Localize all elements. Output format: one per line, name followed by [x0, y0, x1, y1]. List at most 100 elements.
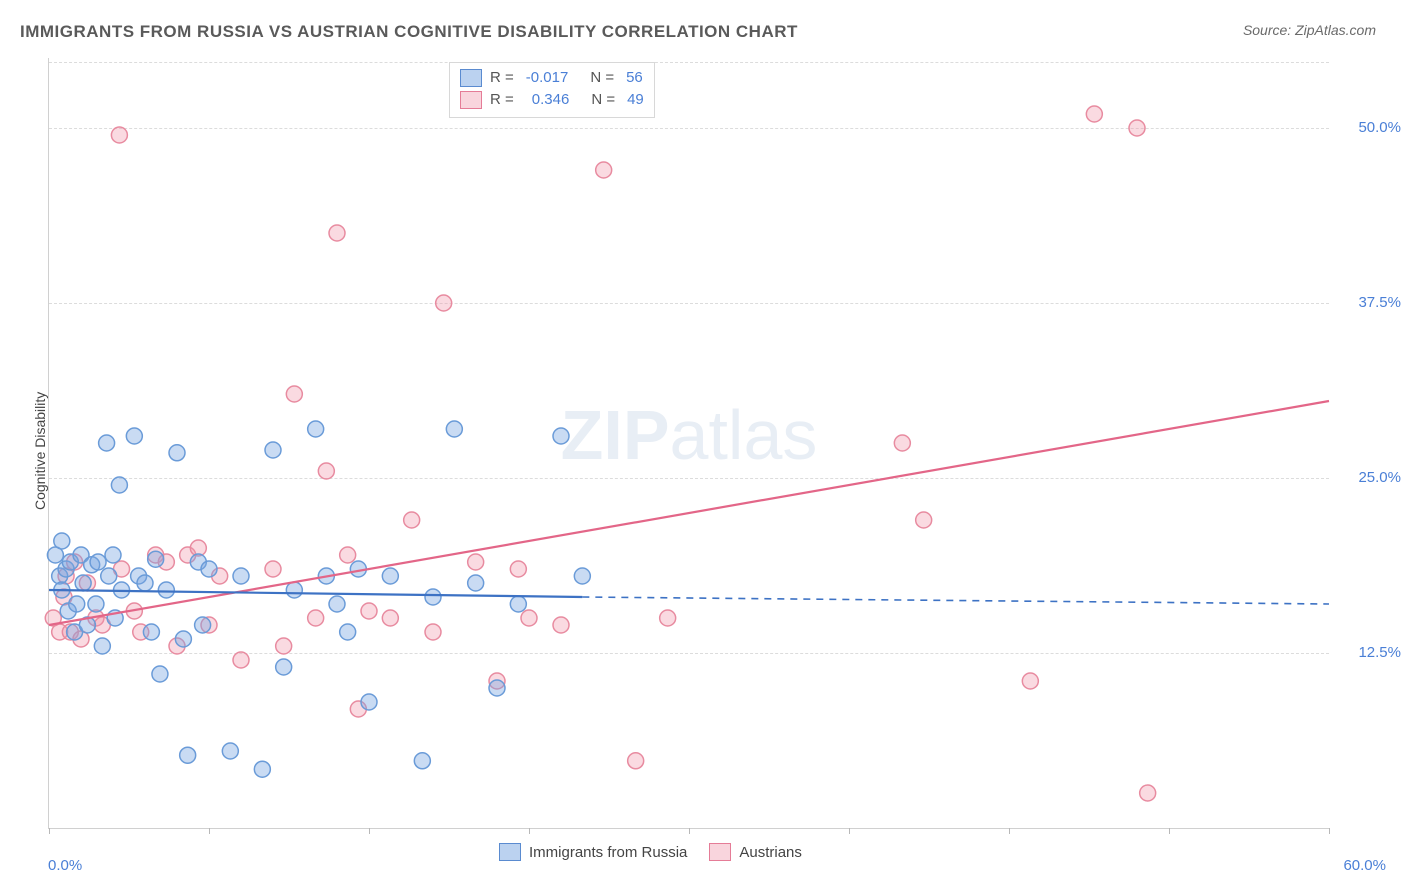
n-value-1: 56	[626, 67, 643, 89]
data-point	[75, 575, 91, 591]
n-value-2: 49	[627, 89, 644, 111]
data-point	[1086, 106, 1102, 122]
legend-stats-box: R = -0.017 N = 56 R = 0.346 N = 49	[449, 62, 655, 118]
data-point	[195, 617, 211, 633]
data-point	[286, 582, 302, 598]
data-point	[596, 162, 612, 178]
data-point	[628, 753, 644, 769]
y-tick-label: 37.5%	[1341, 294, 1401, 311]
data-point	[361, 694, 377, 710]
data-point	[175, 631, 191, 647]
data-point	[99, 435, 115, 451]
r-value-1: -0.017	[526, 67, 569, 89]
data-point	[169, 445, 185, 461]
swatch-blue-icon-2	[499, 843, 521, 861]
data-point	[510, 561, 526, 577]
n-label: N =	[590, 67, 614, 89]
data-point	[404, 512, 420, 528]
swatch-blue-icon	[460, 69, 482, 87]
legend-stats-row-1: R = -0.017 N = 56	[460, 67, 644, 89]
y-tick-label: 50.0%	[1341, 119, 1401, 136]
data-point	[101, 568, 117, 584]
data-point	[254, 761, 270, 777]
data-point	[894, 435, 910, 451]
source-label: Source: ZipAtlas.com	[1243, 22, 1376, 38]
data-point	[521, 610, 537, 626]
data-point	[425, 589, 441, 605]
data-point	[660, 610, 676, 626]
data-point	[276, 659, 292, 675]
regression-line-russia-dashed	[582, 597, 1329, 604]
data-point	[180, 747, 196, 763]
data-point	[54, 533, 70, 549]
plot-area: ZIPatlas 12.5%25.0%37.5%50.0% R = -0.017…	[48, 58, 1329, 829]
data-point	[143, 624, 159, 640]
r-label: R =	[490, 67, 514, 89]
data-point	[510, 596, 526, 612]
data-point	[69, 596, 85, 612]
data-point	[88, 596, 104, 612]
scatter-svg	[49, 58, 1329, 828]
data-point	[329, 225, 345, 241]
data-point	[446, 421, 462, 437]
data-point	[286, 386, 302, 402]
legend-series-2-label: Austrians	[739, 844, 802, 861]
data-point	[318, 463, 334, 479]
data-point	[265, 442, 281, 458]
x-max-label: 60.0%	[1343, 857, 1386, 874]
y-tick-label: 25.0%	[1341, 469, 1401, 486]
data-point	[1129, 120, 1145, 136]
data-point	[233, 568, 249, 584]
data-point	[276, 638, 292, 654]
data-point	[222, 743, 238, 759]
data-point	[382, 610, 398, 626]
r-label-2: R =	[490, 89, 514, 111]
chart-container: IMMIGRANTS FROM RUSSIA VS AUSTRIAN COGNI…	[0, 0, 1406, 892]
swatch-pink-icon-2	[709, 843, 731, 861]
y-axis-label: Cognitive Disability	[32, 392, 48, 510]
data-point	[468, 575, 484, 591]
data-point	[94, 638, 110, 654]
data-point	[1022, 673, 1038, 689]
x-min-label: 0.0%	[48, 857, 82, 874]
data-point	[361, 603, 377, 619]
legend-series-1: Immigrants from Russia	[499, 843, 687, 861]
data-point	[436, 295, 452, 311]
data-point	[382, 568, 398, 584]
legend-stats-row-2: R = 0.346 N = 49	[460, 89, 644, 111]
data-point	[111, 477, 127, 493]
data-point	[489, 680, 505, 696]
n-label-2: N =	[591, 89, 615, 111]
chart-title: IMMIGRANTS FROM RUSSIA VS AUSTRIAN COGNI…	[20, 22, 798, 42]
data-point	[468, 554, 484, 570]
data-point	[574, 568, 590, 584]
y-tick-label: 12.5%	[1341, 644, 1401, 661]
data-point	[148, 551, 164, 567]
data-point	[553, 428, 569, 444]
data-point	[414, 753, 430, 769]
data-point	[308, 610, 324, 626]
legend-series-box: Immigrants from Russia Austrians	[499, 843, 802, 861]
data-point	[152, 666, 168, 682]
legend-series-1-label: Immigrants from Russia	[529, 844, 687, 861]
r-value-2: 0.346	[532, 89, 570, 111]
data-point	[340, 547, 356, 563]
data-point	[329, 596, 345, 612]
data-point	[111, 127, 127, 143]
swatch-pink-icon	[460, 91, 482, 109]
data-point	[233, 652, 249, 668]
data-point	[90, 554, 106, 570]
data-point	[308, 421, 324, 437]
data-point	[158, 582, 174, 598]
legend-series-2: Austrians	[709, 843, 802, 861]
data-point	[105, 547, 121, 563]
data-point	[265, 561, 281, 577]
data-point	[340, 624, 356, 640]
data-point	[201, 561, 217, 577]
data-point	[1140, 785, 1156, 801]
data-point	[126, 428, 142, 444]
data-point	[425, 624, 441, 640]
data-point	[553, 617, 569, 633]
regression-line-austrians	[49, 401, 1329, 625]
data-point	[916, 512, 932, 528]
